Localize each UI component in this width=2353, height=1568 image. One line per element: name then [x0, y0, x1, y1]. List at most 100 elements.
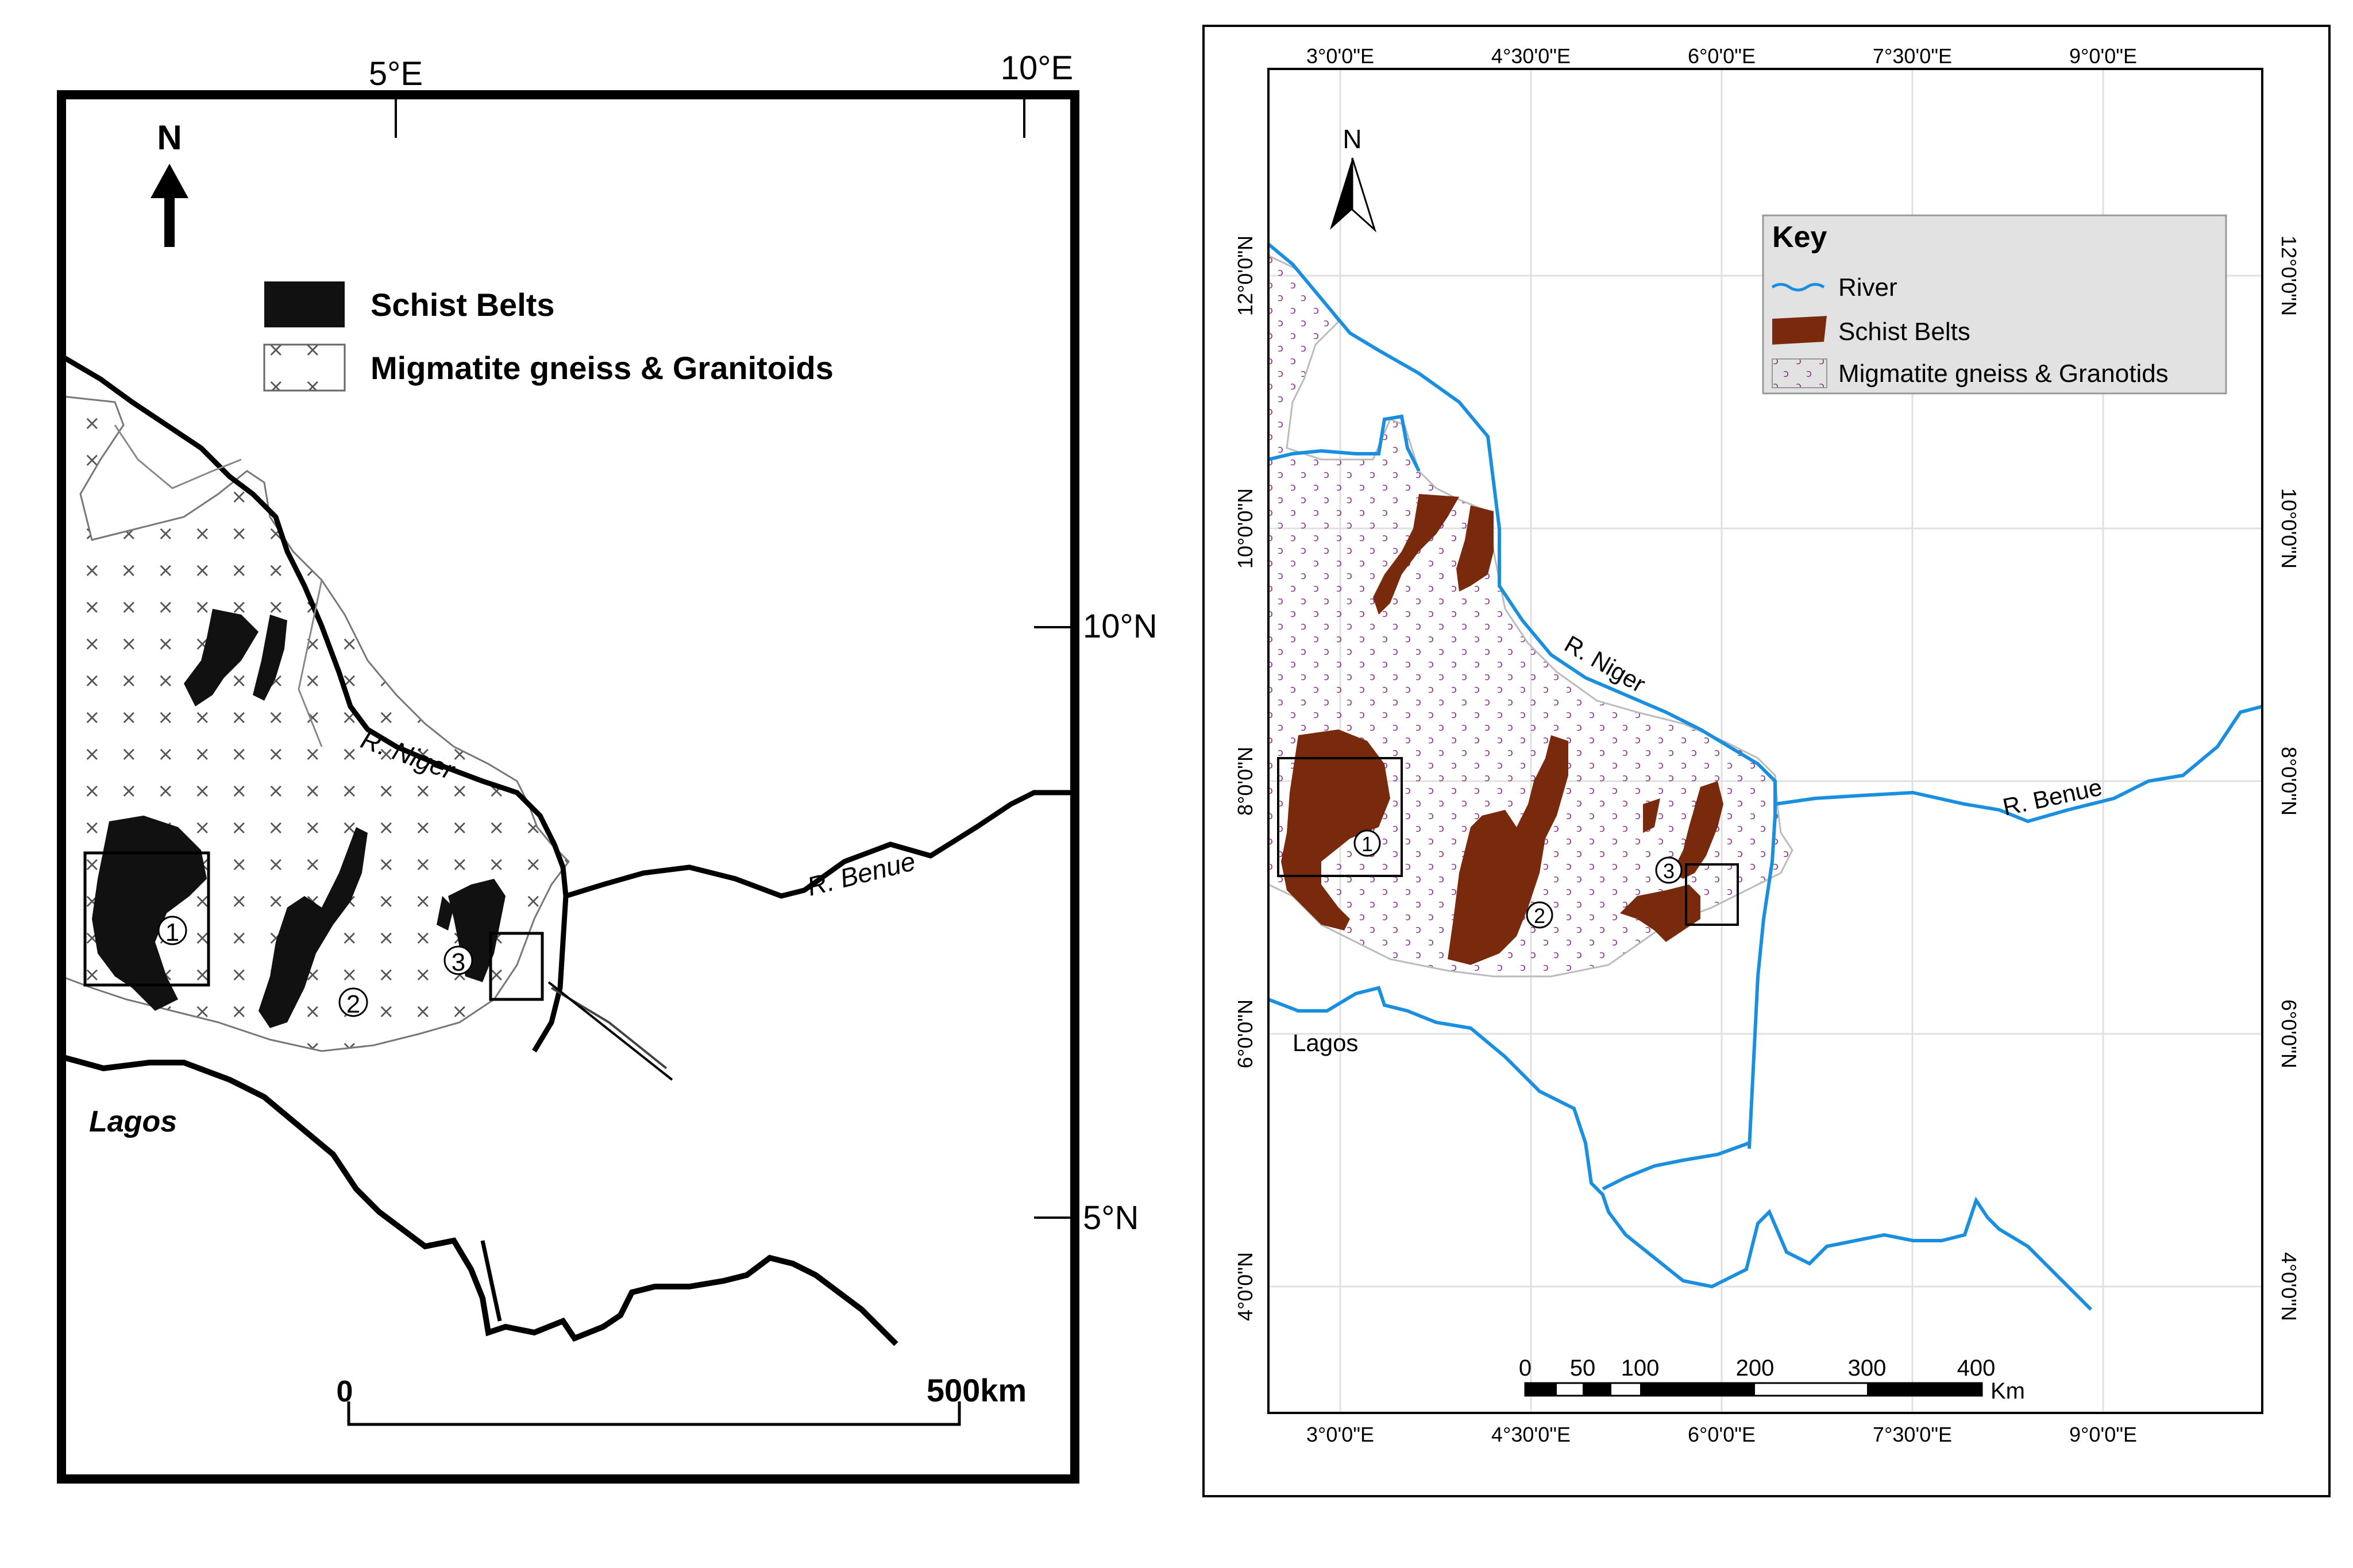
schist-belt-left-f: [437, 896, 454, 930]
north-arrow-outline-right: [1351, 157, 1377, 233]
legend-swatch-river: [1771, 283, 1825, 292]
right-map: 3°0'0"E 4°30'0"E 6°0'0"E 7°30'0"E 9°0'0"…: [1202, 25, 2331, 1497]
legend-label-schist-left: Schist Belts: [371, 287, 555, 323]
scale-tick-300: 300: [1848, 1355, 1887, 1381]
place-label-lagos-right: Lagos: [1293, 1029, 1358, 1056]
place-label-lagos-left: Lagos: [89, 1105, 177, 1138]
lon-label-top-5: 9°0'0"E: [2069, 44, 2137, 68]
lat-label-right-4: 6°0'0"N: [2277, 999, 2301, 1068]
lat-label-10n: 10°N: [1083, 608, 1158, 645]
schist-belt-right-e: [1672, 781, 1723, 879]
lon-label-top-2: 4°30'0"E: [1491, 44, 1571, 68]
schist-belt-right-c: [1281, 729, 1390, 930]
north-arrow-icon-right: [1330, 158, 1352, 230]
scale-tick-0: 0: [1519, 1355, 1532, 1381]
legend-label-schist-right: Schist Belts: [1838, 318, 1970, 346]
site-label-3-left: 3: [452, 948, 465, 976]
lon-label-10e: 10°E: [1001, 49, 1073, 87]
northern-river-right: [1268, 414, 1421, 472]
lon-label-5e: 5°E: [369, 55, 423, 92]
lon-label-bottom-4: 7°30'0"E: [1873, 1423, 1952, 1446]
left-map: 5°E 10°E 10°N 5°N: [57, 49, 1158, 1484]
lon-label-bottom-5: 9°0'0"E: [2069, 1423, 2137, 1446]
site-marker-2-right: [1526, 901, 1553, 929]
migmatite-region-right: [1268, 254, 1793, 978]
legend-label-migmatite-left: Migmatite gneiss & Granitoids: [371, 350, 834, 386]
legend-label-river: River: [1838, 273, 1897, 302]
scale-tick-50: 50: [1570, 1355, 1596, 1381]
north-label-right: N: [1343, 124, 1361, 154]
lat-label-left-5: 4°0'0"N: [1233, 1252, 1257, 1321]
site-marker-1-right: [1353, 829, 1381, 857]
site-marker-2-left: [338, 987, 368, 1017]
schist-belt-left-b: [253, 615, 287, 701]
lat-label-right-3: 8°0'0"N: [2277, 747, 2301, 816]
schist-belt-right-a: [1373, 494, 1459, 615]
lat-label-left-1: 12°0'0"N: [1233, 235, 1257, 316]
niger-river-left: [61, 354, 569, 897]
delta-channel-right: [1602, 1141, 1750, 1191]
schist-belt-left-a: [184, 609, 259, 706]
scale-bar-left: [347, 1401, 961, 1426]
legend-swatch-migmatite-left: [263, 343, 346, 392]
inlet-line-left: [480, 1240, 502, 1322]
legend-swatch-schist-right: [1772, 316, 1827, 345]
legend-title-right: Key: [1772, 221, 1827, 254]
lon-label-bottom-2: 4°30'0"E: [1491, 1423, 1571, 1446]
lon-label-top-3: 6°0'0"E: [1688, 44, 1756, 68]
lat-label-right-2: 10°0'0"N: [2277, 488, 2301, 569]
lon-label-bottom-3: 6°0'0"E: [1688, 1423, 1756, 1446]
scale-bar-right: 0 50 100 200 300 400 Km: [1519, 1355, 2025, 1404]
scale-end-left: 500km: [927, 1372, 1027, 1408]
schist-belt-right-d: [1448, 735, 1568, 965]
scale-start-left: 0: [337, 1375, 353, 1408]
site-marker-3-left: [443, 945, 473, 975]
schist-belt-left-d: [259, 827, 368, 1028]
benue-river-left: [565, 790, 1075, 899]
site-box-3-right: [1685, 863, 1739, 926]
schist-belt-right-b: [1456, 505, 1494, 592]
thin-rivers-left: [114, 424, 323, 747]
lon-label-top-4: 7°30'0"E: [1873, 44, 1952, 68]
scale-tick-400: 400: [1957, 1355, 1996, 1381]
lon-label-bottom-1: 3°0'0"E: [1306, 1423, 1374, 1446]
scale-tick-200: 200: [1736, 1355, 1775, 1381]
lat-label-5n: 5°N: [1083, 1199, 1139, 1237]
legend-swatch-migmatite-right: [1772, 358, 1827, 388]
niger-lower-left: [532, 895, 569, 1053]
site-box-1-left: [83, 851, 210, 987]
lat-label-left-3: 8°0'0"N: [1233, 747, 1257, 816]
legend-box-right: [1762, 214, 2227, 395]
site-label-2-left: 2: [346, 990, 360, 1018]
delta-channel-left: [550, 987, 668, 1069]
pointer-line-left: [547, 981, 673, 1081]
north-arrow-icon-left: [151, 164, 188, 247]
scale-tick-100: 100: [1621, 1355, 1660, 1381]
site-label-1-left: 1: [165, 918, 179, 947]
site-marker-3-right: [1655, 856, 1683, 884]
map-frame-right: [1267, 68, 2263, 1414]
lat-label-right-1: 12°0'0"N: [2277, 235, 2301, 316]
site-label-3-right: 3: [1663, 859, 1675, 883]
site-box-1-right: [1277, 757, 1403, 877]
coastline-left: [61, 1054, 898, 1346]
niger-river-right: [1268, 242, 1777, 1149]
lat-label-left-4: 6°0'0"N: [1233, 999, 1257, 1068]
schist-belt-right-f: [1643, 798, 1660, 833]
site-label-1-right: 1: [1361, 832, 1373, 856]
legend-right: Key River Schist Belts Migmatite gneiss …: [1762, 214, 2227, 395]
schist-belt-left-c: [92, 816, 207, 1011]
legend-label-migmatite-right: Migmatite gneiss & Granotids: [1838, 360, 2169, 388]
lon-label-top-1: 3°0'0"E: [1306, 44, 1374, 68]
legend-swatch-schist-left: [264, 281, 345, 327]
lat-label-right-5: 4°0'0"N: [2277, 1252, 2301, 1321]
north-label-left: N: [157, 118, 182, 157]
map-frame-left: [57, 90, 1079, 1484]
benue-river-right: [1775, 705, 2262, 824]
schist-belt-right-g: [1620, 885, 1700, 942]
site-label-2-right: 2: [1534, 904, 1545, 928]
southwest-coast-right: [1268, 986, 2093, 1311]
site-box-3-left: [489, 932, 544, 1001]
scale-unit: Km: [1991, 1378, 2025, 1404]
